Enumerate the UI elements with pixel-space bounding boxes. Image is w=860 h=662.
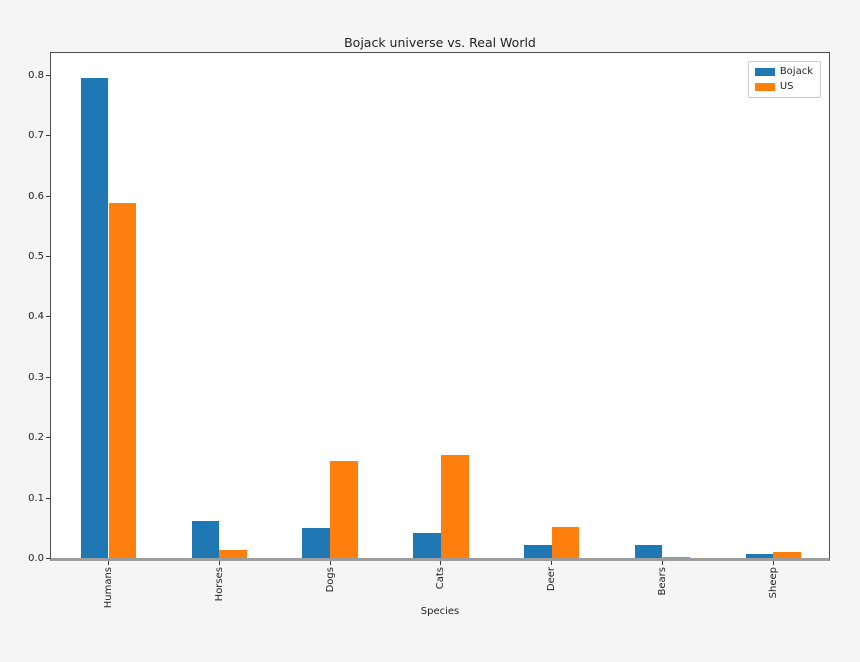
bar-us-horses	[219, 549, 247, 558]
y-axis-tick-label: 0.4	[28, 311, 44, 323]
x-axis-tick-mark	[662, 561, 663, 565]
x-axis-tick-mark	[772, 561, 774, 565]
legend-swatch-us	[754, 82, 775, 91]
y-axis-tick-label: 0.8	[28, 69, 44, 81]
y-axis-tick-label: 0.0	[28, 553, 44, 564]
bar-bojack-cats	[413, 532, 441, 558]
bar-us-dogs	[330, 461, 358, 558]
y-axis-tick-mark	[46, 74, 50, 76]
chart-title: Bojack universe vs. Real World	[344, 35, 536, 50]
bar-bojack-dogs	[302, 528, 331, 558]
plot-area: Bojack US	[50, 52, 830, 561]
y-axis-tick-label: 0.1	[28, 492, 44, 504]
y-axis-tick-label: 0.7	[28, 130, 44, 142]
legend-label-us: US	[779, 81, 794, 92]
x-axis-tick-mark	[218, 561, 220, 565]
bar-us-deer	[551, 526, 580, 558]
x-axis-tick-label: Bears	[657, 567, 668, 596]
y-axis-tick-mark	[46, 558, 50, 559]
bar-bojack-bears	[634, 545, 663, 558]
y-axis-tick-mark	[46, 376, 50, 378]
x-axis-tick-mark	[551, 561, 553, 565]
y-axis-tick-mark	[46, 135, 50, 137]
x-axis-tick-mark	[329, 561, 331, 565]
legend-swatch-bojack	[754, 67, 775, 76]
bar-us-cats	[440, 455, 469, 558]
x-axis-tick-label: Horses	[213, 567, 225, 602]
bar-bojack-deer	[524, 545, 552, 558]
y-axis-tick-label: 0.5	[28, 251, 44, 262]
bar-bojack-humans	[80, 78, 109, 558]
legend: Bojack US	[747, 61, 821, 98]
y-axis-tick-mark	[46, 316, 50, 318]
y-axis-tick-mark	[46, 497, 50, 499]
legend-item-us: US	[754, 81, 813, 92]
y-axis-tick-label: 0.3	[28, 371, 44, 383]
x-axis-label: Species	[420, 606, 460, 617]
bar-us-bears	[662, 556, 691, 558]
legend-label-bojack: Bojack	[779, 66, 813, 77]
x-axis-tick-label: Sheep	[767, 567, 779, 599]
y-axis-tick-mark	[46, 437, 50, 439]
bar-bojack-sheep	[745, 553, 774, 558]
bar-bojack-horses	[191, 520, 220, 558]
bar-us-sheep	[773, 551, 801, 558]
x-axis-tick-mark	[108, 561, 109, 565]
y-axis-tick-label: 0.6	[28, 190, 44, 202]
x-axis-tick-label: Deer	[546, 567, 558, 592]
x-axis-tick-mark	[440, 561, 442, 565]
x-axis-tick-label: Dogs	[324, 567, 336, 593]
x-axis-tick-label: Cats	[435, 567, 447, 590]
x-axis-tick-label: Humans	[103, 567, 114, 609]
y-axis-tick-label: 0.2	[28, 432, 44, 444]
y-axis-tick-mark	[46, 256, 50, 257]
legend-item-bojack: Bojack	[754, 66, 813, 77]
y-axis-tick-mark	[46, 195, 50, 197]
bar-us-humans	[108, 202, 137, 558]
